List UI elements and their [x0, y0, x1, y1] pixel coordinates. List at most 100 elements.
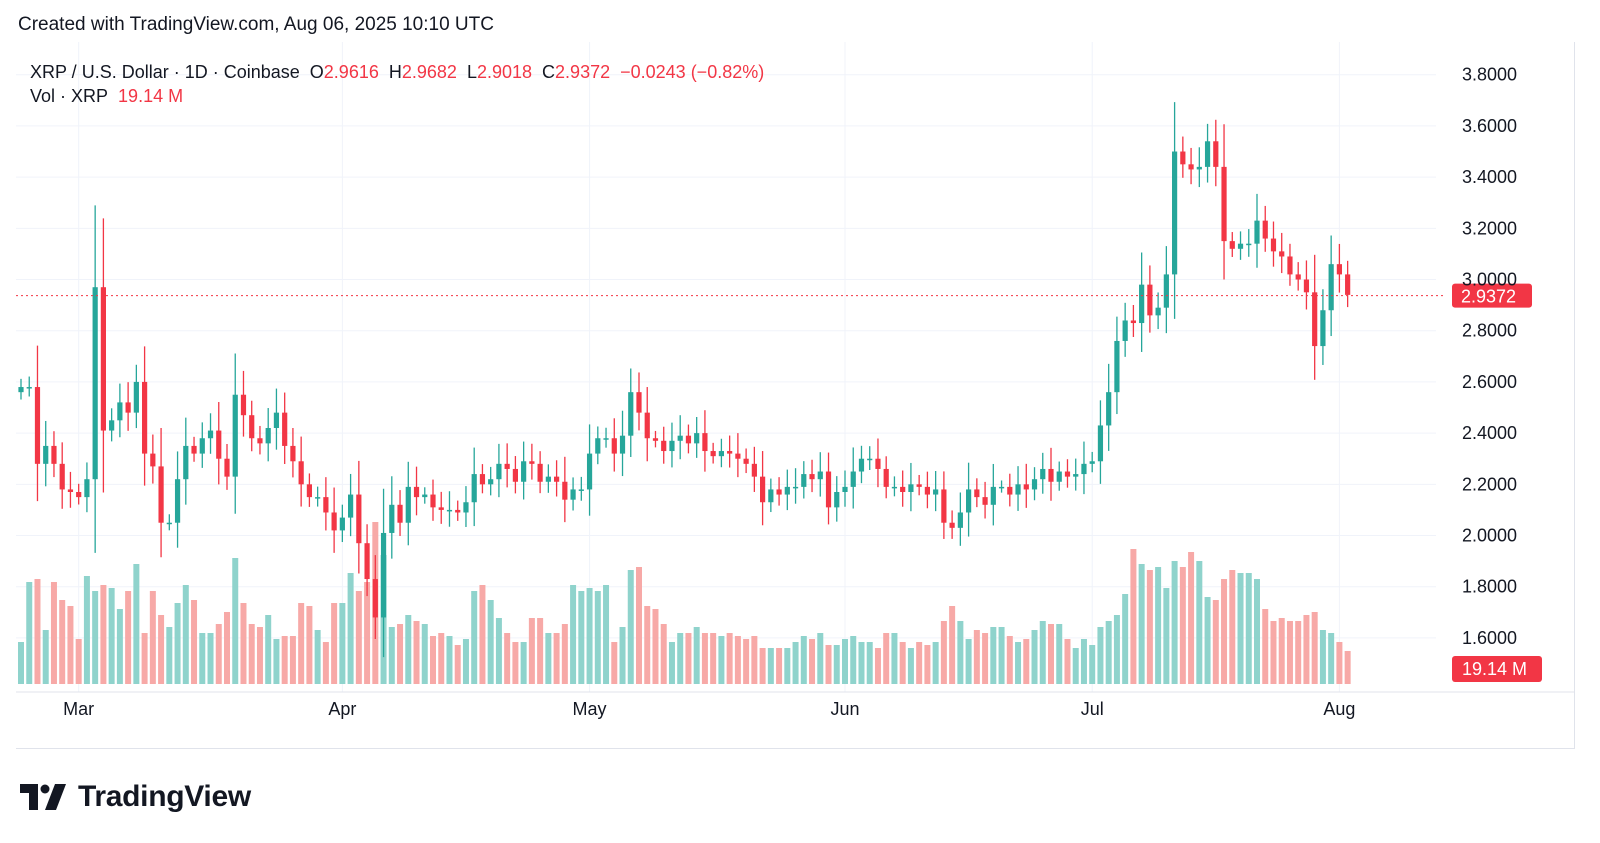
volume-series	[18, 522, 1351, 684]
candle-body	[174, 479, 181, 523]
volume-bar	[1097, 627, 1104, 684]
candle-body	[718, 451, 724, 457]
volume-bar	[759, 648, 766, 684]
candle-body	[1196, 166, 1202, 170]
candle-body	[1295, 274, 1301, 280]
volume-bar	[1328, 633, 1335, 684]
candle-body	[875, 458, 881, 469]
volume-bar	[701, 633, 708, 684]
volume-bar	[462, 639, 469, 684]
volume-bar	[792, 642, 799, 684]
candle-body	[18, 387, 24, 393]
candle-body	[59, 463, 65, 490]
volume-bar	[314, 630, 321, 684]
volume-bar	[1188, 552, 1195, 684]
axes: 3.8000 3.6000 3.4000 3.2000 3.0000 2.8000 2.60…	[16, 65, 1575, 719]
legend-open-value: 2.9616	[323, 62, 379, 82]
candle-body	[413, 486, 420, 498]
x-tick-label: Jul	[1081, 699, 1104, 719]
candle-body	[982, 497, 988, 505]
candle-body	[1328, 264, 1334, 311]
volume-bar	[1204, 597, 1211, 684]
candle-body	[611, 438, 617, 454]
volume-bar	[627, 570, 634, 684]
y-tick-label: 2.4000	[1462, 423, 1517, 443]
candle-body	[727, 451, 733, 454]
candle-body	[1287, 256, 1293, 275]
volume-bar	[18, 642, 24, 684]
volume-bar	[1122, 594, 1129, 684]
y-tick-label: 3.2000	[1462, 218, 1517, 238]
legend-low-value: 2.9018	[476, 62, 533, 82]
volume-bar	[232, 558, 239, 684]
volume-bar	[248, 624, 255, 684]
chart-area[interactable]: 2.9372 19.14 M 3.8000 3.6000 3.4000 3.2000 3.…	[16, 42, 1575, 749]
volume-bar	[767, 648, 774, 684]
candle-body	[158, 466, 164, 523]
legend-close-label: C	[542, 62, 556, 82]
volume-bar	[174, 603, 181, 684]
candle-body	[603, 438, 609, 440]
candle-body	[521, 461, 527, 482]
candle-body	[1279, 251, 1285, 257]
volume-bar	[553, 633, 560, 684]
volume-bar	[734, 636, 741, 684]
volume-bar	[537, 618, 544, 684]
volume-bar	[743, 639, 750, 684]
tradingview-logo[interactable]: TradingView	[20, 780, 251, 814]
candle-body	[26, 387, 32, 389]
volume-bar	[273, 639, 280, 684]
volume-bar	[800, 636, 807, 684]
candle-body	[224, 458, 230, 477]
candle-body	[677, 435, 683, 441]
volume-bar	[949, 606, 956, 684]
candle-body	[117, 402, 123, 421]
candle-body	[990, 486, 996, 505]
candle-body	[1015, 484, 1021, 495]
candle-body	[430, 494, 436, 508]
candle-body	[883, 468, 889, 487]
volume-bar	[240, 603, 247, 684]
candle-body	[570, 489, 576, 500]
volume-bar	[1270, 621, 1277, 684]
y-tick-label: 3.6000	[1462, 116, 1517, 136]
volume-bar	[182, 585, 189, 684]
volume-bar	[965, 639, 972, 684]
candle-body	[1213, 141, 1219, 167]
volume-bar	[776, 648, 783, 684]
volume-bar	[998, 627, 1005, 684]
volume-bar	[850, 636, 857, 684]
volume-bar	[957, 621, 964, 684]
volume-bar	[784, 648, 791, 684]
candle-body	[1188, 164, 1194, 170]
candle-body	[240, 394, 247, 416]
candle-body	[438, 507, 444, 510]
volume-bar	[125, 591, 132, 684]
candle-body	[67, 489, 74, 492]
candle-body	[446, 509, 453, 512]
logo-text: TradingView	[78, 780, 251, 813]
volume-bar	[207, 633, 214, 684]
candle-body	[834, 492, 840, 508]
volume-bar	[471, 591, 478, 684]
last-price-line: 2.9372 19.14 M	[16, 283, 1542, 682]
candle-body	[842, 486, 848, 492]
candle-body	[455, 509, 461, 513]
volume-bar	[520, 642, 527, 684]
candle-body	[488, 479, 494, 485]
candle-body	[1048, 468, 1054, 482]
candle-body	[1040, 468, 1046, 480]
volume-bar	[50, 582, 57, 684]
candle-body	[389, 504, 395, 533]
volume-bar	[817, 633, 824, 684]
candle-body	[537, 463, 543, 482]
y-tick-label: 3.8000	[1462, 65, 1517, 85]
volume-bar	[92, 591, 99, 684]
candle-body	[100, 287, 106, 431]
volume-bar	[224, 612, 230, 684]
candle-body	[1262, 220, 1268, 239]
volume-bar	[1196, 561, 1203, 684]
candle-body	[1237, 243, 1244, 249]
candle-body	[792, 486, 799, 489]
